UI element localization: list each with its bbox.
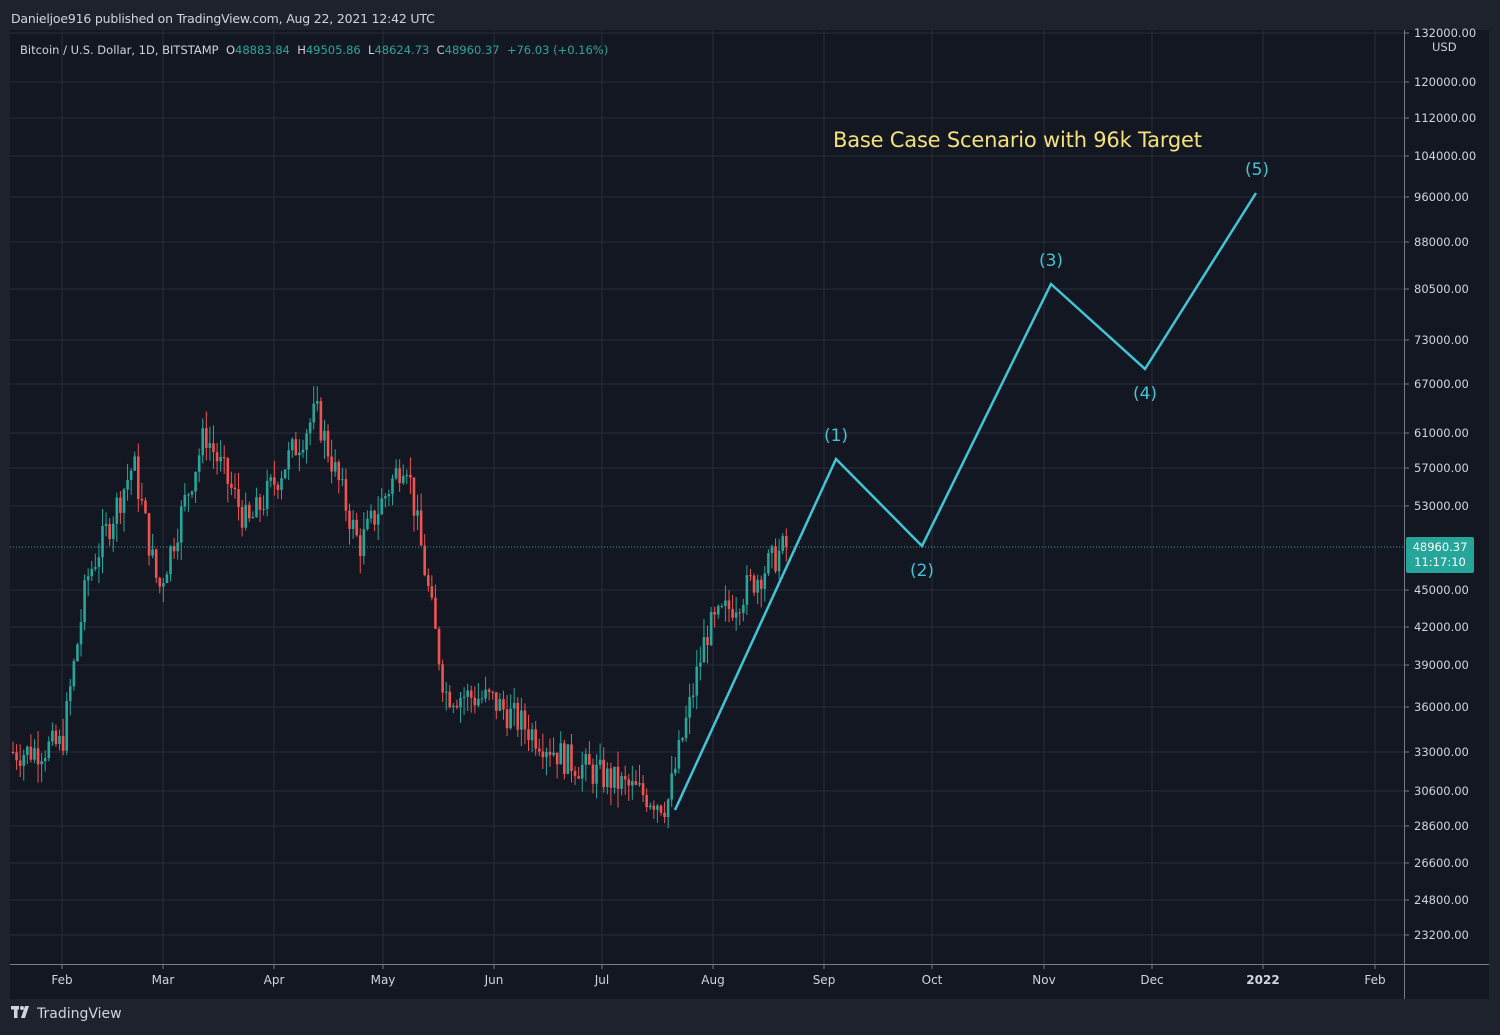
price-axis[interactable] [1404,30,1489,964]
open-value: 48883.84 [235,43,290,57]
price-tick-label: 67000.00 [1414,377,1469,391]
close-prefix: C [436,43,445,57]
change-value: +76.03 (+0.16%) [506,43,609,57]
time-tick-label: Oct [921,973,943,987]
tradingview-logo[interactable]: TradingView [11,1006,122,1022]
price-tick-label: 104000.00 [1414,149,1477,163]
scenario-annotation[interactable]: Base Case Scenario with 96k Target [833,128,1202,152]
price-tick-label: 45000.00 [1414,583,1469,597]
axis-corner [1404,964,1489,999]
wave-label[interactable]: (5) [1244,160,1270,180]
tradingview-logo-icon [11,1006,33,1022]
time-tick-label: Jul [594,973,610,987]
price-tick-label: 24800.00 [1414,893,1469,907]
grid-lines [10,30,1404,964]
price-tick-label: 112000.00 [1414,111,1477,125]
price-tick-label: 80500.00 [1414,282,1469,296]
price-tick-label: 57000.00 [1414,461,1469,475]
high-value: 49505.86 [305,43,361,57]
price-tick-label: 30600.00 [1414,784,1469,798]
wave-label[interactable]: (2) [909,561,935,581]
time-tick-label: Apr [263,973,285,987]
time-tick-label: Jun [484,973,504,987]
axis-tick-marks [61,32,1409,969]
time-tick-label: Feb [1364,973,1386,987]
price-tick-label: 61000.00 [1414,426,1469,440]
price-tick-label: 42000.00 [1414,620,1469,634]
price-tick-label: 28600.00 [1414,819,1469,833]
price-tick-label: 120000.00 [1414,75,1477,89]
time-tick-label: May [370,973,396,987]
ohlc-legend: Bitcoin / U.S. Dollar, 1D, BITSTAMP O488… [20,43,608,57]
time-tick-label: Dec [1140,973,1164,987]
chart-pane[interactable] [10,30,1404,964]
time-tick-label: Mar [151,973,175,987]
time-tick-label: Feb [51,973,73,987]
time-axis[interactable] [10,964,1404,999]
low-value: 48624.73 [374,43,430,57]
time-tick-label: Nov [1032,973,1056,987]
low-prefix: L [368,43,375,57]
wave-label[interactable]: (3) [1038,251,1064,271]
wave-label[interactable]: (1) [823,426,849,446]
elliott-wave-line[interactable] [673,192,1258,811]
price-tick-label: 36000.00 [1414,700,1469,714]
time-tick-label: Sep [812,973,836,987]
currency-badge[interactable]: USD [1430,40,1459,54]
price-tick-label: 23200.00 [1414,928,1469,942]
bar-countdown: 11:17:10 [1414,555,1466,569]
price-tick-label: 39000.00 [1414,658,1469,672]
publisher-line: Danieljoe916 published on TradingView.co… [11,11,435,26]
price-tick-label: 33000.00 [1414,745,1469,759]
time-tick-label: Aug [701,973,725,987]
tradingview-brand: TradingView [37,1006,122,1022]
price-tick-label: 88000.00 [1414,235,1469,249]
wave-label[interactable]: (4) [1132,384,1158,404]
price-tick-label: 26600.00 [1414,856,1469,870]
symbol-title[interactable]: Bitcoin / U.S. Dollar, 1D, BITSTAMP [20,43,219,57]
price-tick-label: 73000.00 [1414,333,1469,347]
price-tick-label: 53000.00 [1414,499,1469,513]
last-price-value: 48960.37 [1412,540,1468,554]
time-tick-label: 2022 [1246,973,1280,987]
close-value: 48960.37 [444,43,500,57]
price-tick-label: 96000.00 [1414,190,1469,204]
price-tick-label: 132000.00 [1414,26,1477,40]
high-prefix: H [297,43,306,57]
last-price-badge: 48960.37 11:17:10 [1406,537,1474,573]
open-prefix: O [225,43,235,57]
candlesticks [11,386,788,829]
